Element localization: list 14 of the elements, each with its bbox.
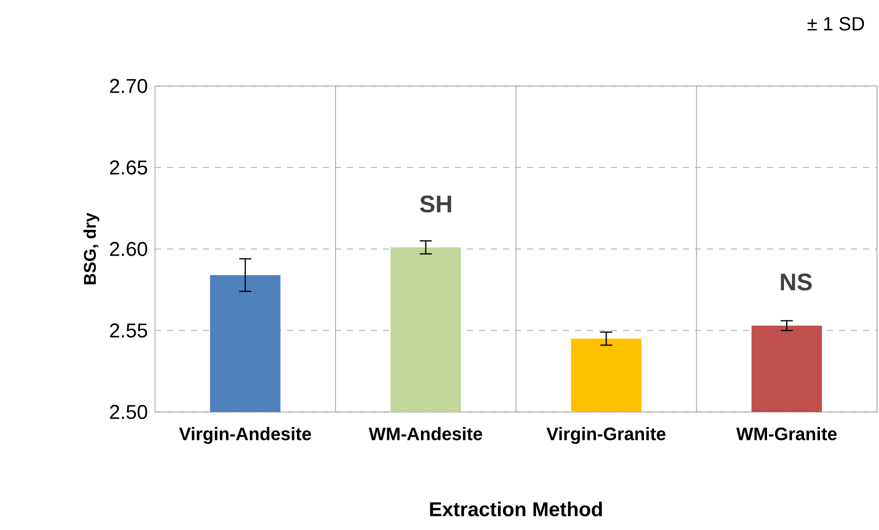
y-tick-label: 2.50	[110, 404, 148, 420]
y-tick-label: 2.55	[110, 323, 148, 338]
y-tick-label: 2.60	[110, 242, 148, 256]
x-tick-label: WM-Granite	[736, 427, 837, 440]
text: ± 1 SD	[808, 17, 864, 31]
x-axis-title: Extraction Method	[430, 502, 602, 516]
annotation: NS	[780, 274, 812, 290]
x-tick-label: Virgin-Granite	[546, 427, 666, 444]
y-tick-label: 2.65	[110, 160, 148, 175]
y-axis-title: BSG, dry	[83, 212, 100, 284]
x-tick-label: WM-Andesite	[368, 427, 482, 440]
annotation: SH	[420, 196, 452, 212]
x-tick-label: Virgin-Andesite	[179, 427, 312, 444]
y-tick-label: 2.70	[110, 78, 148, 94]
